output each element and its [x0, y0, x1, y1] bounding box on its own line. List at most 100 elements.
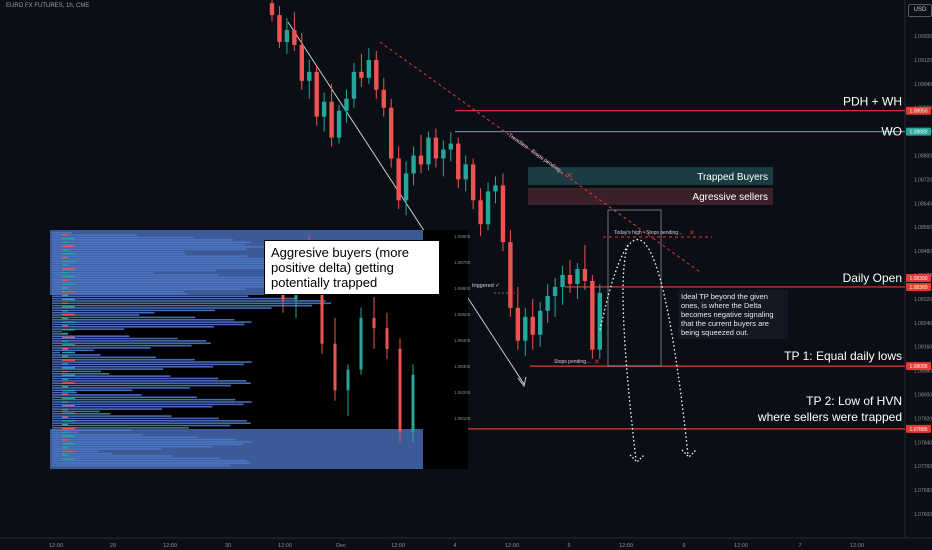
volume-profile-bar: [52, 429, 132, 431]
volume-profile-bar: [52, 279, 314, 281]
candle-body: [508, 242, 513, 308]
wo-label: WO: [881, 125, 902, 139]
price-tag-label: 1.07885: [909, 427, 927, 433]
currency-button[interactable]: USD: [908, 4, 932, 17]
volume-profile-bar: [52, 438, 236, 441]
delta-bar: [62, 279, 68, 282]
volume-profile-bar: [52, 267, 273, 269]
volume-profile-bar: [52, 316, 196, 319]
volume-profile-bar: [52, 361, 252, 363]
candle-body: [567, 275, 573, 284]
delta-bar: [62, 291, 75, 293]
delta-bar: [62, 420, 75, 422]
delta-bar: [62, 241, 68, 244]
delta-bar: [62, 348, 68, 350]
volume-profile-bar: [52, 391, 77, 394]
volume-profile-bar: [52, 412, 111, 415]
x-tick-label: 12:00: [734, 543, 748, 549]
price-tag-label: 1.08880: [909, 130, 927, 136]
todays-high-x-mark: ✕: [689, 230, 695, 237]
volume-profile-bar: [52, 243, 246, 246]
delta-bar: [62, 450, 75, 453]
volume-profile-bar: [52, 250, 185, 253]
price-tag: [906, 273, 931, 282]
volume-profile-bar: [52, 427, 189, 429]
volume-profile-bar: [52, 445, 212, 448]
inset-candle-body: [372, 317, 376, 329]
x-tick-label: 5: [567, 543, 570, 549]
y-tick-label: 1.08000: [914, 393, 932, 399]
volume-profile-bar: [52, 257, 297, 260]
volume-profile-bar: [52, 459, 247, 462]
candle-body: [441, 149, 446, 159]
volume-profile-bar: [52, 234, 138, 236]
delta-bar: [62, 298, 75, 301]
volume-profile-bar: [52, 365, 214, 368]
candle-body: [597, 292, 602, 350]
stops-x-mark: ✕: [594, 359, 600, 366]
candle-body: [277, 15, 282, 42]
volume-profile-bar: [52, 269, 216, 272]
volume-profile-bar: [52, 441, 252, 443]
volume-profile-bar: [52, 340, 207, 342]
inset-candle-body: [333, 343, 337, 391]
volume-profile-bar: [52, 246, 296, 248]
volume-profile-bar: [52, 422, 251, 424]
volume-profile-bar: [52, 434, 143, 436]
candle-body: [575, 269, 580, 284]
y-tick-label: 1.08640: [914, 201, 932, 207]
delta-bar: [62, 443, 75, 445]
candle-body: [396, 158, 401, 201]
projection-path-2: [599, 239, 689, 456]
volume-profile-bar: [52, 457, 220, 460]
tp1-label: TP 1: Equal daily lows: [784, 349, 902, 363]
volume-profile-bar: [52, 403, 244, 406]
delta-bar: [62, 237, 75, 240]
candle-body: [463, 164, 468, 180]
volume-profile-bar: [52, 415, 172, 417]
diagonal-arrowhead: [517, 376, 527, 388]
delta-bar: [62, 446, 68, 449]
price-tag-label: 1.08950: [909, 109, 927, 115]
volume-profile-bar: [52, 255, 248, 258]
y-tick-label: 1.08480: [914, 249, 932, 255]
delta-bar: [62, 431, 68, 434]
volume-profile-bar: [52, 424, 231, 427]
volume-profile-bar: [52, 302, 332, 305]
candle-body: [478, 200, 483, 225]
price-tag: [906, 424, 931, 433]
delta-bar: [62, 367, 75, 369]
delta-bar: [62, 439, 68, 441]
volume-profile-bar: [52, 286, 295, 288]
volume-profile-bar: [52, 396, 197, 399]
delta-bar: [62, 325, 68, 327]
price-tag-label: 1.08360: [909, 285, 927, 291]
delta-bar: [62, 427, 75, 430]
y-tick-label: 1.07600: [914, 512, 932, 518]
volume-profile-bar: [52, 417, 220, 420]
todays-high-label: Today's high - Stops pending...: [614, 230, 682, 236]
volume-profile-bar: [52, 241, 252, 243]
tp2-line2-label: where sellers were trapped: [757, 410, 902, 424]
delta-bar: [62, 294, 68, 297]
delta-bar: [62, 264, 68, 266]
candle-body: [560, 275, 565, 287]
price-tag: [906, 362, 931, 371]
candle-body: [292, 30, 297, 45]
delta-bar: [62, 313, 75, 316]
price-tag-label: 1.08390: [909, 276, 927, 282]
candle-body: [307, 71, 312, 81]
volume-profile-bar: [52, 321, 252, 323]
delta-bar: [62, 310, 68, 312]
volume-profile-bar: [52, 248, 247, 251]
inset-candle-body: [346, 369, 350, 391]
delta-bar: [62, 351, 75, 354]
y-tick-label: 1.09120: [914, 58, 932, 64]
y-tick-label: 1.08800: [914, 154, 932, 160]
x-tick-label: 12:00: [619, 543, 633, 549]
candle-body: [456, 143, 461, 180]
delta-bar: [62, 382, 75, 384]
price-axis: [905, 0, 932, 538]
symbol-header: EURO FX FUTURES, 1h, CME: [6, 3, 90, 9]
